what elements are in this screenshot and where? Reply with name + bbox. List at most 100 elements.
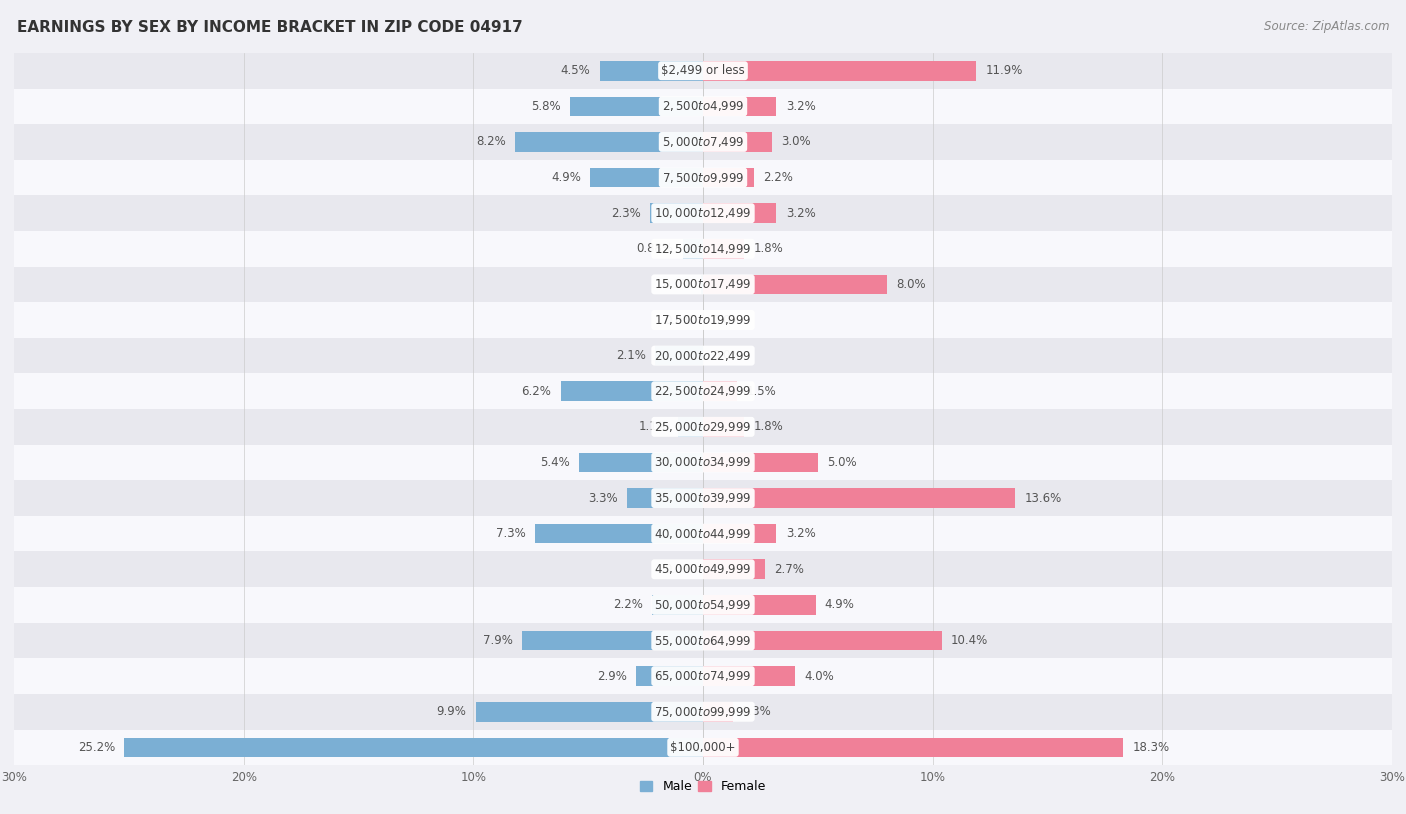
Text: 0.0%: 0.0% <box>664 562 693 575</box>
Bar <box>14 623 1392 659</box>
Text: 2.9%: 2.9% <box>598 670 627 683</box>
Text: 3.3%: 3.3% <box>588 492 619 505</box>
Text: 1.3%: 1.3% <box>742 705 772 718</box>
Bar <box>14 587 1392 623</box>
Bar <box>515 132 703 151</box>
Text: 4.0%: 4.0% <box>804 670 834 683</box>
Text: 2.2%: 2.2% <box>762 171 793 184</box>
Text: 1.1%: 1.1% <box>638 420 669 433</box>
Text: $2,499 or less: $2,499 or less <box>661 64 745 77</box>
Text: 5.8%: 5.8% <box>531 100 561 113</box>
Text: 1.8%: 1.8% <box>754 243 783 256</box>
Legend: Male, Female: Male, Female <box>636 775 770 798</box>
Bar <box>14 231 1392 266</box>
Text: 25.2%: 25.2% <box>77 741 115 754</box>
Bar <box>703 702 733 721</box>
Bar <box>703 737 1123 757</box>
Text: 6.2%: 6.2% <box>522 385 551 398</box>
Bar <box>14 729 1392 765</box>
Text: 18.3%: 18.3% <box>1132 741 1170 754</box>
Bar <box>14 516 1392 552</box>
Text: $10,000 to $12,499: $10,000 to $12,499 <box>654 206 752 220</box>
Bar <box>678 417 703 436</box>
Text: 7.9%: 7.9% <box>482 634 512 647</box>
Bar <box>655 346 703 365</box>
Text: $17,500 to $19,999: $17,500 to $19,999 <box>654 313 752 327</box>
Text: 3.0%: 3.0% <box>782 135 811 148</box>
Bar <box>522 631 703 650</box>
Bar <box>124 737 703 757</box>
Text: 3.2%: 3.2% <box>786 527 815 540</box>
Text: $100,000+: $100,000+ <box>671 741 735 754</box>
Text: $65,000 to $74,999: $65,000 to $74,999 <box>654 669 752 683</box>
Bar <box>683 239 703 259</box>
Bar <box>703 667 794 686</box>
Bar <box>14 302 1392 338</box>
Bar <box>703 595 815 615</box>
Text: 7.3%: 7.3% <box>496 527 526 540</box>
Text: 10.4%: 10.4% <box>950 634 988 647</box>
Text: 3.2%: 3.2% <box>786 207 815 220</box>
Text: 2.7%: 2.7% <box>775 562 804 575</box>
Bar <box>652 595 703 615</box>
Bar <box>703 453 818 472</box>
Text: 3.2%: 3.2% <box>786 100 815 113</box>
Text: 4.9%: 4.9% <box>551 171 581 184</box>
Text: 2.1%: 2.1% <box>616 349 645 362</box>
Bar <box>703 382 738 401</box>
Text: 8.2%: 8.2% <box>475 135 506 148</box>
Text: $5,000 to $7,499: $5,000 to $7,499 <box>662 135 744 149</box>
Bar <box>700 274 703 294</box>
Bar <box>703 132 772 151</box>
Bar <box>475 702 703 721</box>
Bar <box>14 374 1392 409</box>
Bar <box>14 267 1392 302</box>
Text: $35,000 to $39,999: $35,000 to $39,999 <box>654 491 752 505</box>
Bar <box>14 409 1392 444</box>
Bar <box>637 667 703 686</box>
Text: 11.9%: 11.9% <box>986 64 1022 77</box>
Bar <box>703 631 942 650</box>
Text: 5.4%: 5.4% <box>540 456 569 469</box>
Bar <box>703 239 744 259</box>
Bar <box>703 274 887 294</box>
Text: $55,000 to $64,999: $55,000 to $64,999 <box>654 633 752 647</box>
Text: $30,000 to $34,999: $30,000 to $34,999 <box>654 456 752 470</box>
Bar <box>599 61 703 81</box>
Bar <box>14 195 1392 231</box>
Bar <box>14 338 1392 374</box>
Text: 4.9%: 4.9% <box>825 598 855 611</box>
Bar <box>14 124 1392 160</box>
Bar <box>14 694 1392 729</box>
Bar <box>14 552 1392 587</box>
Text: $22,500 to $24,999: $22,500 to $24,999 <box>654 384 752 398</box>
Text: 0.88%: 0.88% <box>637 243 673 256</box>
Bar <box>14 89 1392 124</box>
Bar <box>579 453 703 472</box>
Text: $20,000 to $22,499: $20,000 to $22,499 <box>654 348 752 362</box>
Text: 2.3%: 2.3% <box>612 207 641 220</box>
Bar <box>536 524 703 544</box>
Bar <box>703 417 744 436</box>
Text: 0.0%: 0.0% <box>713 313 742 326</box>
Bar <box>14 659 1392 694</box>
Text: $40,000 to $44,999: $40,000 to $44,999 <box>654 527 752 540</box>
Text: $75,000 to $99,999: $75,000 to $99,999 <box>654 705 752 719</box>
Bar <box>14 480 1392 516</box>
Text: 0.0%: 0.0% <box>713 349 742 362</box>
Bar <box>703 488 1015 508</box>
Text: $12,500 to $14,999: $12,500 to $14,999 <box>654 242 752 256</box>
Bar <box>703 168 754 187</box>
Text: 0.1%: 0.1% <box>662 278 692 291</box>
Text: 1.5%: 1.5% <box>747 385 776 398</box>
Text: 9.9%: 9.9% <box>437 705 467 718</box>
Text: $50,000 to $54,999: $50,000 to $54,999 <box>654 598 752 612</box>
Bar <box>14 444 1392 480</box>
Text: 8.0%: 8.0% <box>896 278 925 291</box>
Text: $25,000 to $29,999: $25,000 to $29,999 <box>654 420 752 434</box>
Text: 0.0%: 0.0% <box>664 313 693 326</box>
Text: 13.6%: 13.6% <box>1025 492 1062 505</box>
Bar <box>14 53 1392 89</box>
Bar <box>591 168 703 187</box>
Text: 5.0%: 5.0% <box>827 456 856 469</box>
